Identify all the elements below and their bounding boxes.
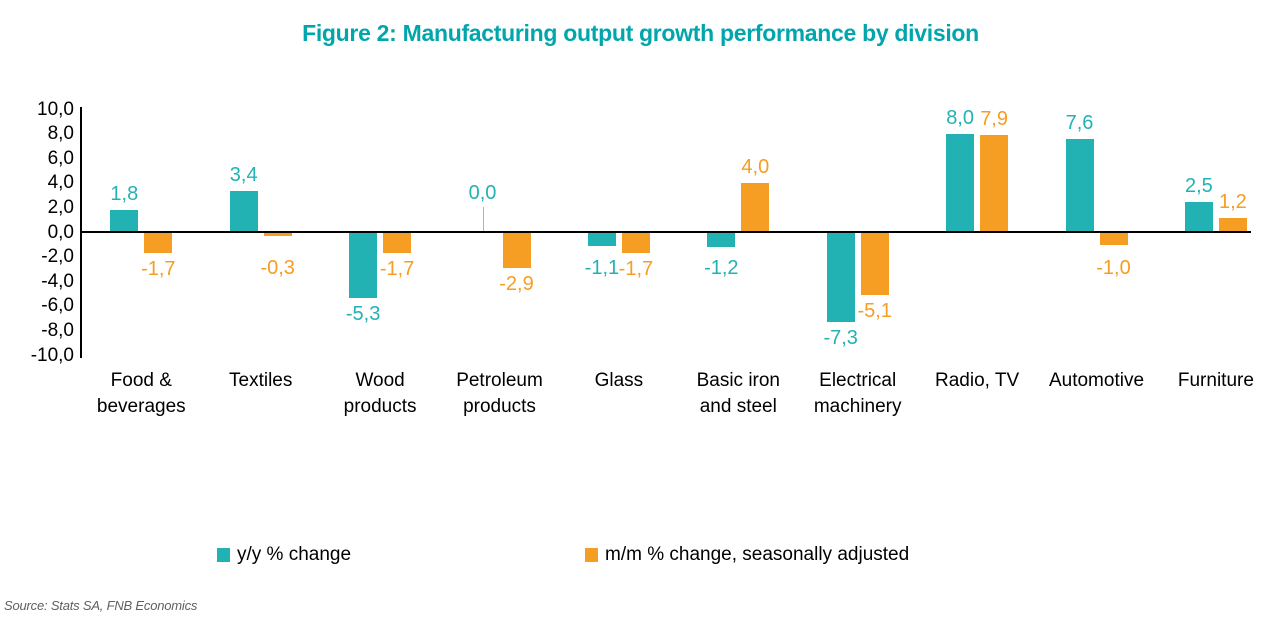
bar-mm xyxy=(502,232,531,269)
legend-swatch-mm-icon xyxy=(585,548,598,562)
bar-yy xyxy=(587,232,616,247)
y-axis-tick-label: 2,0 xyxy=(47,196,74,218)
category-label: Automotive xyxy=(1048,370,1145,391)
y-axis-tick-label: -2,0 xyxy=(41,246,74,268)
value-label: -1,2 xyxy=(704,256,739,279)
legend-label-mm: m/m % change, seasonally adjusted xyxy=(605,544,910,565)
bar-yy xyxy=(229,190,258,233)
value-label: -5,3 xyxy=(345,302,381,325)
chart-title: Figure 2: Manufacturing output growth pe… xyxy=(302,20,979,46)
y-axis-tick-label: 0,0 xyxy=(47,221,74,243)
value-label: -7,3 xyxy=(823,327,858,350)
y-axis-tick-label: -10,0 xyxy=(30,344,74,366)
category-label: Radio, TV xyxy=(935,370,1020,391)
value-label: 1,8 xyxy=(110,183,139,206)
y-axis-tick-label: -4,0 xyxy=(41,270,74,292)
bar-mm xyxy=(741,183,770,233)
legend: y/y % change m/m % change, seasonally ad… xyxy=(0,544,1281,570)
value-label: 4,0 xyxy=(741,156,770,179)
value-label: 7,9 xyxy=(980,108,1008,131)
category-label: Textiles xyxy=(229,370,293,391)
bar-yy xyxy=(946,134,975,233)
bar-yy xyxy=(707,232,736,248)
bar-mm xyxy=(383,232,412,254)
value-label: -1,7 xyxy=(379,258,415,281)
legend-label-yy: y/y % change xyxy=(237,544,352,565)
y-axis-tick-label: 4,0 xyxy=(47,172,74,194)
bar-yy xyxy=(349,232,378,298)
value-label: 3,4 xyxy=(229,163,258,186)
y-axis-tick-label: -8,0 xyxy=(41,319,74,341)
value-label: -5,1 xyxy=(857,300,892,323)
bar-mm xyxy=(263,232,292,237)
source-note: Source: Stats SA, FNB Economics xyxy=(4,598,198,613)
value-label: 1,2 xyxy=(1218,190,1247,213)
bar-mm xyxy=(621,232,650,254)
value-label: -1,1 xyxy=(584,256,620,279)
value-label: -1,7 xyxy=(618,258,654,281)
value-label: -1,0 xyxy=(1096,256,1131,279)
y-axis-tick-label: 8,0 xyxy=(47,123,74,145)
legend-item-yy: y/y % change xyxy=(217,544,351,566)
value-label: -1,7 xyxy=(141,258,176,281)
value-label: -2,9 xyxy=(499,273,534,296)
bar-yy xyxy=(1184,201,1213,233)
value-label: -0,3 xyxy=(260,256,295,279)
value-label: 7,6 xyxy=(1065,112,1094,135)
bar-yy xyxy=(1065,139,1094,233)
bar-yy xyxy=(110,210,139,233)
legend-swatch-yy-icon xyxy=(217,548,230,562)
category-label: Basic iron and steel xyxy=(696,370,780,417)
bar-mm xyxy=(1218,217,1247,233)
zero-leader-line xyxy=(482,206,484,232)
y-axis-tick-label: -6,0 xyxy=(41,295,74,317)
y-axis-tick-label: 10,0 xyxy=(37,98,74,120)
category-label: Food & beverages xyxy=(96,370,186,417)
value-label: 8,0 xyxy=(946,107,974,130)
category-label: Petroleum products xyxy=(456,370,543,417)
bar-yy xyxy=(826,232,855,323)
category-label: Electrical machinery xyxy=(813,370,902,417)
y-axis-tick-label: 6,0 xyxy=(47,147,74,169)
x-zero-line xyxy=(80,231,1251,233)
category-label: Furniture xyxy=(1177,370,1254,391)
y-axis-line xyxy=(80,107,82,358)
category-label: Wood products xyxy=(343,370,417,417)
value-label: 0,0 xyxy=(468,181,497,204)
category-label: Glass xyxy=(594,370,644,391)
value-label: 2,5 xyxy=(1184,174,1213,197)
bar-mm xyxy=(980,135,1009,233)
plot-area: 10,0 8,0 6,0 4,0 2,0 0,0 -2,0 -4,0 -6,0 -8,0 -10,0… xyxy=(30,98,1254,418)
bar-mm xyxy=(860,232,889,296)
bar-mm xyxy=(1099,232,1128,245)
legend-item-mm: m/m % change, seasonally adjusted xyxy=(585,544,909,566)
bar-mm xyxy=(144,232,173,254)
